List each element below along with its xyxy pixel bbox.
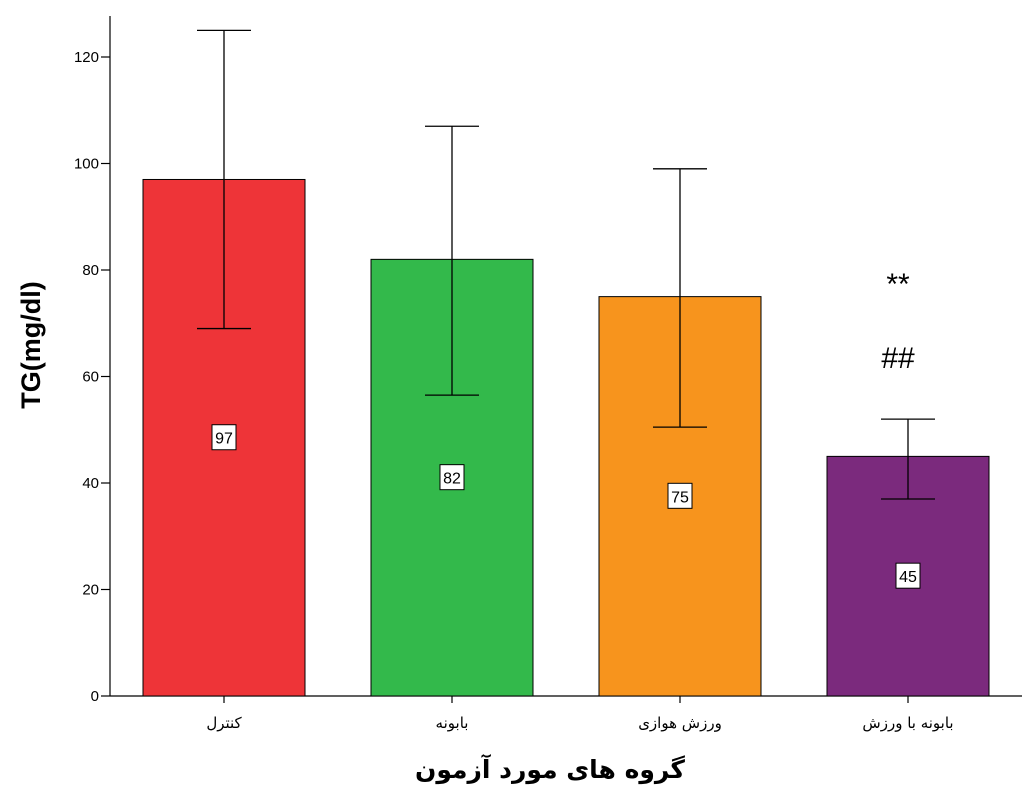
y-axis-title: TG(mg/dl)	[16, 281, 46, 408]
data-label-box	[895, 562, 921, 589]
data-label: 82	[443, 471, 461, 488]
y-tick-label: 20	[82, 582, 99, 599]
axes: 0 20 40 60 80 100 120 کنترل بابونه ورزش هوازی بابو…	[74, 16, 1022, 732]
error-bars	[197, 29, 935, 500]
significance-annotation-hash: ##	[881, 342, 915, 375]
data-label: 97	[215, 431, 233, 448]
data-label-box	[667, 482, 693, 509]
data-label-box	[211, 424, 237, 451]
y-tick-label: 60	[82, 369, 99, 386]
data-label-box	[439, 464, 465, 491]
x-tick-label: ورزش هوازی	[638, 714, 722, 732]
y-tick-label: 100	[74, 156, 99, 173]
x-tick-label: کنترل	[206, 714, 242, 732]
x-tick-label: بابونه	[436, 714, 469, 732]
data-label: 45	[899, 569, 917, 586]
data-label: 75	[671, 489, 689, 506]
y-tick-label: 80	[82, 262, 99, 279]
significance-annotation-stars: **	[886, 268, 910, 301]
bars	[142, 178, 990, 697]
data-labels: 97 82 75 45	[211, 424, 921, 589]
y-tick-label: 0	[91, 688, 99, 705]
y-tick-label: 120	[74, 49, 99, 66]
x-axis-title: گروه های مورد آزمون	[415, 754, 685, 785]
x-tick-label: بابونه با ورزش	[862, 714, 953, 732]
y-tick-label: 40	[82, 475, 99, 492]
